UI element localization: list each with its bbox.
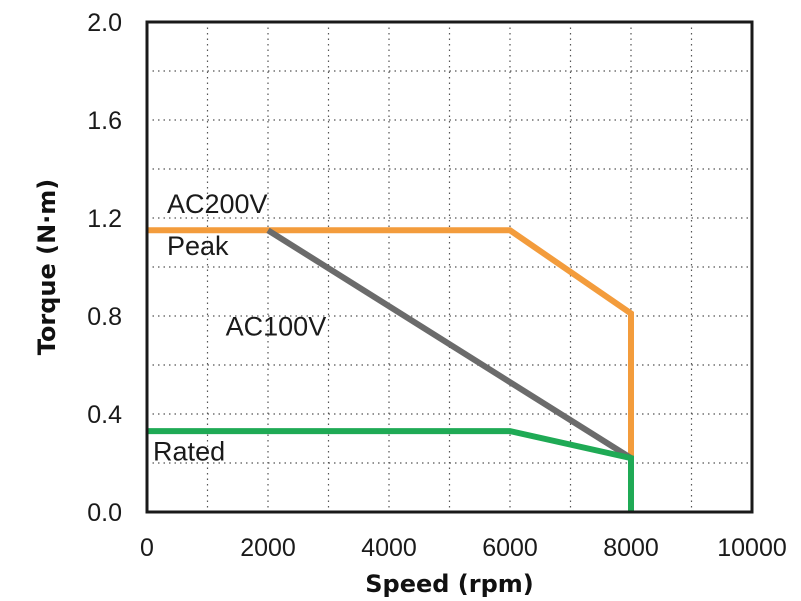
chart-annotations: AC200V Peak AC100V Rated	[153, 189, 326, 466]
x-tick-label: 4000	[361, 534, 417, 562]
x-tick-label: 10000	[717, 534, 787, 562]
y-tick-label: 2.0	[87, 9, 122, 37]
x-tick-label: 0	[140, 534, 154, 562]
y-tick-label: 1.6	[87, 107, 122, 135]
data-series	[147, 227, 634, 512]
series-line-1	[147, 227, 634, 459]
series-line-3	[147, 428, 634, 512]
y-tick-labels: 0.0 0.4 0.8 1.2 1.6 2.0	[87, 9, 122, 527]
y-tick-label: 0.4	[87, 401, 122, 429]
x-tick-label: 2000	[240, 534, 296, 562]
series-line-2	[266, 227, 633, 461]
y-axis-label: Torque (N·m)	[33, 179, 61, 356]
x-axis-label: Speed (rpm)	[365, 570, 534, 598]
annotation-label: AC200V	[167, 189, 268, 219]
annotation-label: AC100V	[226, 312, 327, 342]
y-tick-label: 0.8	[87, 303, 122, 331]
y-tick-label: 1.2	[87, 205, 122, 233]
y-tick-label: 0.0	[87, 499, 122, 527]
x-tick-labels: 0 2000 4000 6000 8000 10000	[140, 534, 787, 562]
grid-lines	[147, 22, 752, 512]
x-tick-label: 6000	[482, 534, 538, 562]
x-tick-label: 8000	[603, 534, 659, 562]
plot-frame	[145, 20, 754, 514]
annotation-label: Rated	[153, 437, 225, 467]
annotation-label: Peak	[167, 231, 229, 261]
